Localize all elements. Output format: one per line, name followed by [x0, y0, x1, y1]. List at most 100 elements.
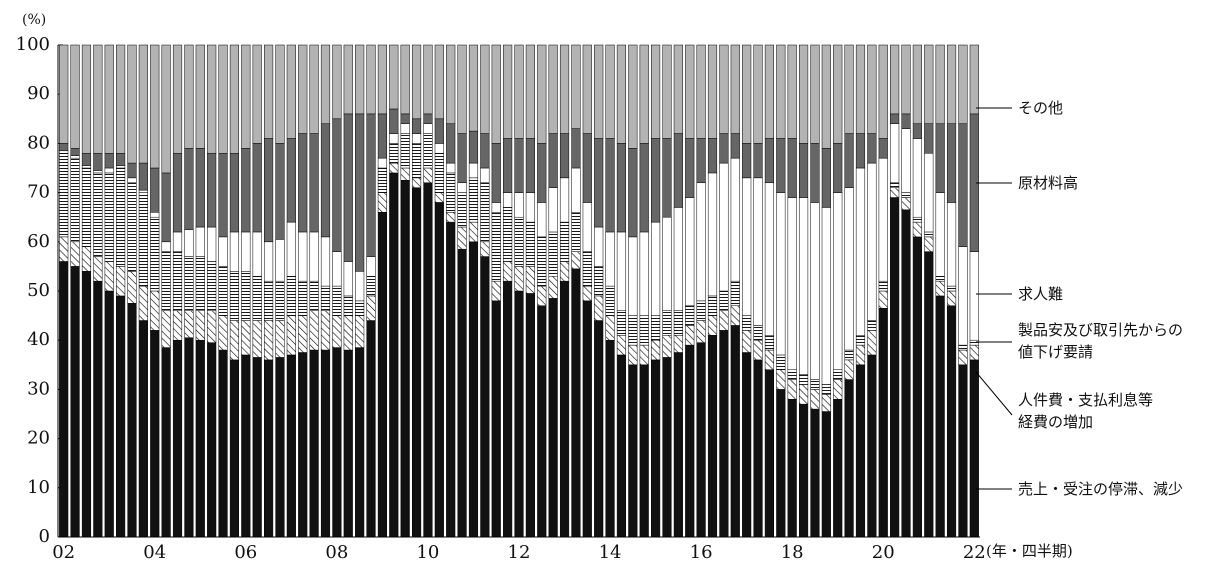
bar-segment [377, 157, 387, 169]
bar-segment [366, 113, 376, 257]
bar-segment [571, 212, 581, 252]
bar-segment [651, 44, 661, 139]
bar-segment [594, 320, 604, 538]
bar-segment [787, 369, 797, 380]
bar-segment [389, 172, 399, 538]
bar-segment [730, 157, 740, 282]
bar-segment [628, 44, 638, 149]
bar-segment [320, 236, 331, 287]
bar-segment [776, 44, 786, 139]
bar-segment [616, 44, 627, 144]
bar-segment [446, 221, 456, 538]
bar-segment [935, 275, 945, 282]
bar-segment [730, 305, 740, 326]
bar-segment [389, 143, 399, 164]
bar-segment [468, 162, 479, 179]
bar-segment [366, 320, 376, 538]
bar-segment [389, 162, 399, 174]
bar-segment [514, 138, 524, 193]
bar-segment [150, 167, 160, 213]
bar-segment [662, 335, 672, 358]
bar-segment [411, 143, 422, 179]
bar-segment [685, 197, 695, 307]
bar-segment [104, 167, 114, 174]
bar-segment [343, 261, 353, 297]
bar-segment [161, 347, 171, 538]
bar-segment [594, 295, 604, 321]
bar-segment [161, 310, 171, 348]
bar-segment [332, 347, 342, 538]
bar-segment [651, 359, 661, 538]
bar-segment [491, 300, 501, 538]
bar-segment [332, 315, 342, 348]
bar-segment [332, 118, 342, 252]
bar-segment [229, 320, 240, 361]
bar-segment [719, 290, 729, 311]
bar-segment [70, 157, 80, 243]
bar-segment [662, 44, 672, 139]
bar-segment [867, 330, 877, 356]
bar-segment [150, 44, 160, 169]
bar-segment [537, 44, 547, 144]
bar-segment [696, 300, 706, 321]
bar-segment [685, 325, 695, 346]
bar-segment [810, 389, 820, 410]
bar-segment [275, 143, 285, 240]
bar-segment [264, 320, 274, 361]
bar-segment [81, 44, 92, 154]
bar-segment [434, 192, 444, 203]
bar-segment [696, 182, 706, 302]
bar-segment [343, 295, 353, 316]
bar-segment [332, 251, 342, 287]
bar-segment [104, 290, 114, 538]
bar-segment [639, 344, 649, 366]
bar-segment [229, 152, 240, 233]
bar-segment [924, 123, 934, 154]
bar-segment [434, 143, 444, 154]
bar-segment [161, 172, 171, 243]
bar-segment [969, 339, 979, 346]
bar-segment [184, 229, 194, 257]
bar-segment [639, 315, 649, 346]
bar-segment [719, 330, 729, 538]
bar-segment [264, 359, 274, 538]
bar-segment [400, 167, 410, 181]
bar-segment [423, 44, 433, 115]
bar-segment [628, 344, 638, 366]
bar-segment [127, 177, 137, 184]
bar-segment [753, 143, 763, 179]
bar-segment [252, 357, 262, 538]
bar-segment [821, 44, 831, 149]
bar-segment [241, 320, 251, 356]
bar-segment [901, 113, 911, 129]
bar-segment [559, 44, 570, 134]
bar-segment [480, 133, 490, 169]
bar-segment [742, 44, 752, 144]
bar-segment [719, 162, 729, 292]
bar-segment [423, 167, 433, 184]
bar-segment [93, 44, 103, 154]
bar-segment [753, 339, 763, 361]
bar-segment [924, 152, 934, 233]
bar-segment [298, 231, 308, 282]
bar-segment [457, 192, 467, 228]
bar-segment [912, 123, 922, 139]
bar-segment [127, 162, 137, 179]
bar-segment [605, 315, 615, 341]
bar-segment [184, 310, 194, 338]
bar-segment [275, 44, 285, 144]
bar-segment [742, 143, 752, 179]
y-tick-label: 40 [27, 329, 50, 350]
bar-segment [138, 192, 148, 287]
bar-segment [480, 182, 490, 243]
bar-segment [559, 133, 570, 179]
bar-segment [491, 143, 501, 203]
bar-segment [446, 44, 456, 124]
bar-segment [320, 349, 331, 538]
bar-segment [298, 352, 308, 538]
bar-segment [298, 133, 308, 233]
bar-segment [355, 315, 365, 348]
bar-segment [924, 231, 934, 238]
bar-segment [241, 354, 251, 538]
